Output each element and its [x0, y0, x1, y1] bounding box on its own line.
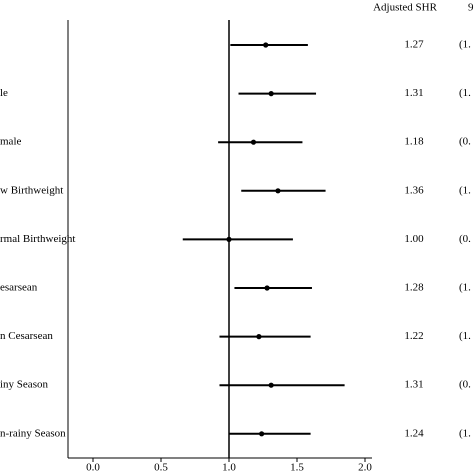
x-tick-label: 0.5: [154, 462, 168, 474]
ci-label: (0.: [459, 379, 471, 391]
x-tick-label: 1.0: [222, 462, 236, 474]
row-label: le: [0, 87, 8, 99]
point-estimate: [275, 188, 281, 194]
point-estimate: [263, 42, 269, 48]
row-label: rmal Birthweight: [0, 233, 75, 245]
point-estimate: [268, 382, 274, 388]
estimate-header: Adjusted SHR: [373, 2, 438, 14]
x-tick-label: 2.0: [358, 462, 372, 474]
estimate-label: 1.24: [404, 427, 424, 439]
ci-label: (1.: [459, 87, 471, 99]
row-label: n-rainy Season: [0, 427, 66, 439]
row-label: esarsean: [0, 282, 38, 294]
ci-label: (1.: [459, 330, 471, 342]
point-estimate: [268, 91, 274, 97]
ci-header: 9: [468, 2, 474, 14]
row-label: n Cesarsean: [0, 330, 53, 342]
estimate-label: 1.27: [404, 39, 424, 51]
ci-label: (1.: [459, 282, 471, 294]
point-estimate: [250, 139, 257, 145]
ci-label: (1.: [459, 184, 471, 196]
x-tick-label: 1.5: [290, 462, 304, 474]
estimate-label: 1.28: [404, 282, 424, 294]
x-tick-label: 0.0: [86, 462, 100, 474]
estimate-label: 1.18: [404, 136, 424, 148]
estimate-label: 1.22: [404, 330, 423, 342]
row-label: w Birthweight: [0, 184, 63, 196]
point-estimate: [256, 334, 262, 340]
estimate-label: 1.31: [404, 87, 423, 99]
ci-label: (0.: [459, 136, 471, 148]
point-estimate: [259, 431, 265, 437]
ci-label: (1.: [459, 427, 471, 439]
ci-label: (1.: [459, 39, 471, 51]
point-estimate: [226, 236, 232, 242]
point-estimate: [264, 285, 270, 291]
row-label: male: [0, 136, 21, 148]
row-label: iny Season: [0, 379, 48, 391]
estimate-label: 1.36: [404, 184, 424, 196]
ci-label: (0.: [459, 233, 471, 245]
estimate-label: 1.31: [404, 379, 423, 391]
estimate-label: 1.00: [404, 233, 424, 245]
